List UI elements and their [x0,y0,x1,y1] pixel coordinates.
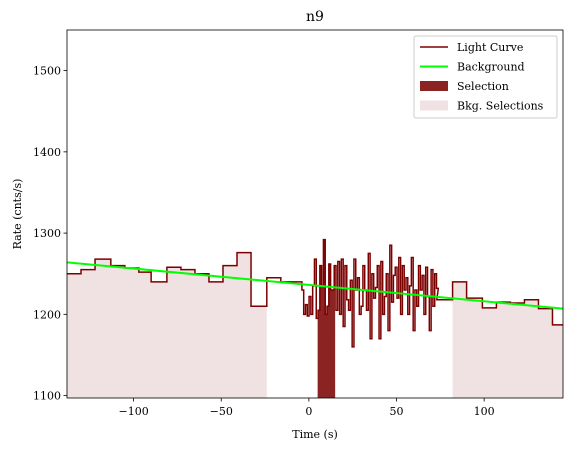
y-tick-label: 1300 [33,227,61,240]
legend-box [413,35,558,119]
x-tick-label: −100 [118,405,148,418]
selection-region [317,239,336,398]
legend-swatch [420,81,448,91]
legend-swatch [420,100,448,111]
y-tick-label: 1400 [33,146,61,159]
x-tick-label: 50 [389,405,403,418]
y-tick-label: 1500 [33,65,61,78]
x-axis-label: Time (s) [292,428,338,441]
legend-item: Light Curve [420,41,523,54]
legend-item: Selection [420,80,509,93]
axes-frame [66,29,564,399]
y-tick-label: 1100 [33,390,61,403]
plot-clip-group [67,238,563,398]
x-tick-label: 100 [474,405,495,418]
legend-item: Bkg. Selections [420,100,544,113]
legend-label: Selection [457,80,509,93]
chart-title: n9 [306,9,324,25]
light-curve-series [67,238,563,348]
x-tick-label: −50 [210,405,233,418]
bkg-selection-region-2 [452,281,563,398]
legend-item: Background [420,61,525,74]
plot-area [67,238,563,398]
legend: Light Curve Background Selection Bkg. Selec… [413,35,558,119]
y-axis-label: Rate (cnts/s) [11,179,24,250]
axes: −100 −50 0 50 100 1100 1200 1300 1400 1500 [33,29,564,418]
legend-label: Light Curve [457,41,523,54]
legend-label: Background [457,61,525,74]
x-tick-label: 0 [305,405,312,418]
legend-label: Bkg. Selections [457,100,544,113]
background-fit-line [67,261,563,310]
y-tick-label: 1200 [33,308,61,321]
bkg-selection-region-1 [67,252,267,398]
